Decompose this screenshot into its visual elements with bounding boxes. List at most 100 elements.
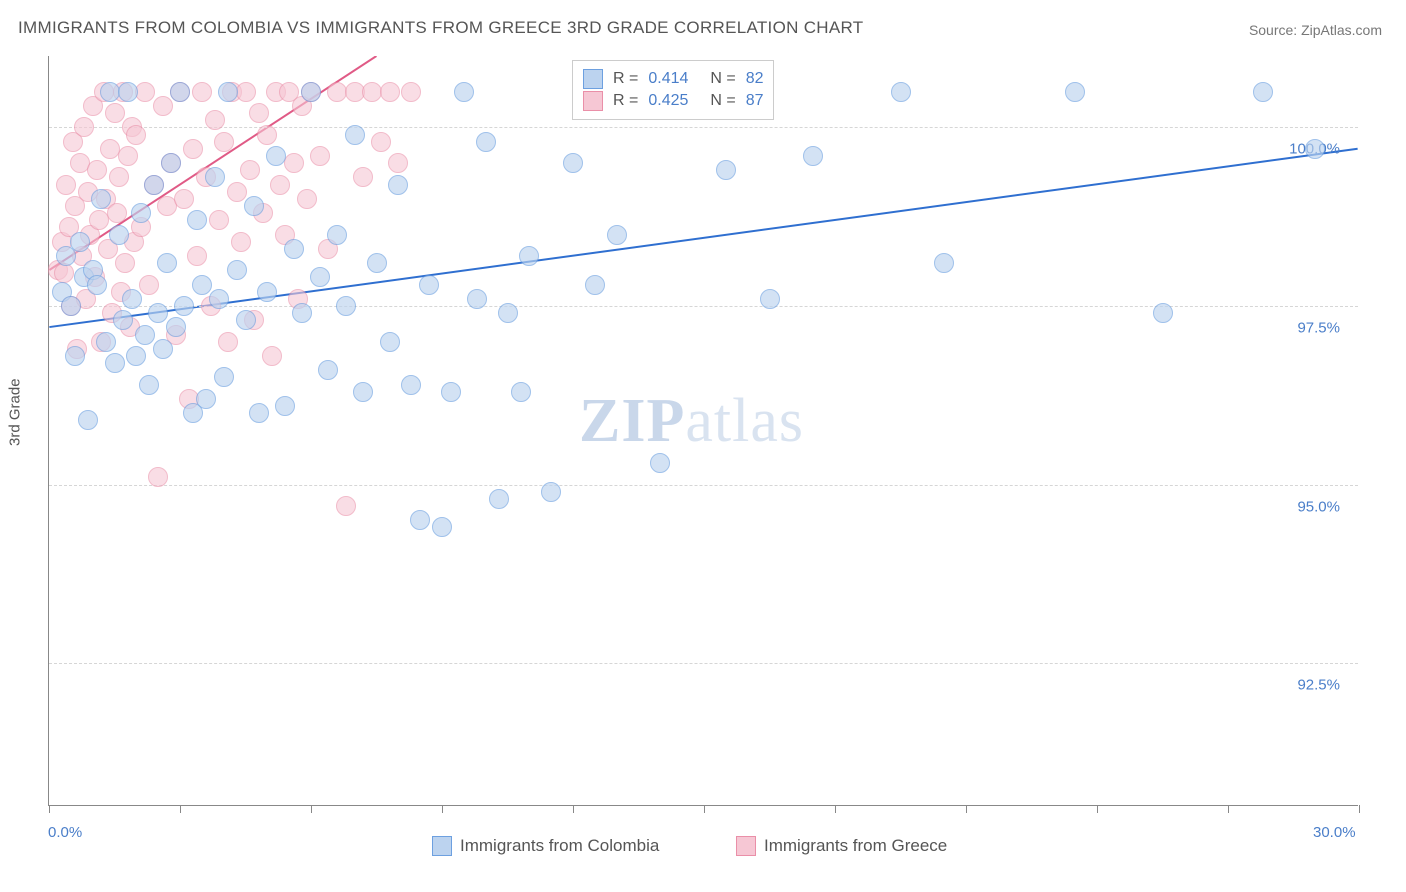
data-point: [318, 360, 338, 380]
legend-swatch: [583, 91, 603, 111]
source-label: Source: ZipAtlas.com: [1249, 22, 1382, 38]
data-point: [126, 125, 146, 145]
n-value: 87: [746, 92, 764, 110]
data-point: [87, 275, 107, 295]
data-point: [353, 167, 373, 187]
legend-label: Immigrants from Colombia: [460, 836, 659, 856]
data-point: [166, 317, 186, 337]
r-value: 0.414: [648, 70, 700, 88]
xtick: [311, 805, 312, 813]
watermark: ZIPatlas: [579, 386, 804, 457]
data-point: [87, 160, 107, 180]
data-point: [371, 132, 391, 152]
data-point: [244, 196, 264, 216]
data-point: [192, 82, 212, 102]
data-point: [249, 403, 269, 423]
data-point: [257, 282, 277, 302]
data-point: [70, 232, 90, 252]
data-point: [148, 303, 168, 323]
legend-stat-row: R =0.414N =82: [583, 69, 763, 89]
data-point: [139, 275, 159, 295]
data-point: [760, 289, 780, 309]
xtick: [573, 805, 574, 813]
data-point: [196, 389, 216, 409]
data-point: [56, 175, 76, 195]
legend-series: Immigrants from Greece: [736, 836, 947, 856]
xtick-label: 30.0%: [1313, 824, 1356, 841]
data-point: [113, 310, 133, 330]
data-point: [205, 110, 225, 130]
data-point: [310, 146, 330, 166]
data-point: [336, 296, 356, 316]
data-point: [441, 382, 461, 402]
data-point: [187, 246, 207, 266]
data-point: [489, 489, 509, 509]
data-point: [454, 82, 474, 102]
data-point: [249, 103, 269, 123]
legend-stats: R =0.414N =82R =0.425N =87: [572, 60, 774, 120]
data-point: [131, 203, 151, 223]
n-label: N =: [710, 70, 735, 88]
data-point: [153, 339, 173, 359]
data-point: [284, 239, 304, 259]
data-point: [218, 332, 238, 352]
data-point: [327, 225, 347, 245]
data-point: [118, 82, 138, 102]
watermark-rest: atlas: [685, 387, 804, 455]
data-point: [467, 289, 487, 309]
data-point: [135, 325, 155, 345]
data-point: [345, 125, 365, 145]
legend-swatch: [432, 836, 452, 856]
data-point: [1153, 303, 1173, 323]
data-point: [275, 396, 295, 416]
ytick-label: 95.0%: [1297, 498, 1340, 515]
xtick: [704, 805, 705, 813]
data-point: [353, 382, 373, 402]
scatter-chart: ZIPatlas 92.5%95.0%97.5%100.0%: [48, 56, 1358, 806]
data-point: [107, 203, 127, 223]
legend-label: Immigrants from Greece: [764, 836, 947, 856]
data-point: [209, 289, 229, 309]
data-point: [214, 367, 234, 387]
xtick-label: 0.0%: [48, 824, 82, 841]
data-point: [96, 332, 116, 352]
chart-title: IMMIGRANTS FROM COLOMBIA VS IMMIGRANTS F…: [18, 18, 863, 38]
data-point: [803, 146, 823, 166]
data-point: [891, 82, 911, 102]
data-point: [476, 132, 496, 152]
data-point: [148, 467, 168, 487]
data-point: [401, 375, 421, 395]
data-point: [1065, 82, 1085, 102]
xtick: [1097, 805, 1098, 813]
data-point: [1305, 139, 1325, 159]
data-point: [511, 382, 531, 402]
data-point: [122, 289, 142, 309]
legend-swatch: [583, 69, 603, 89]
r-value: 0.425: [648, 92, 700, 110]
data-point: [126, 346, 146, 366]
ytick-label: 97.5%: [1297, 320, 1340, 337]
data-point: [310, 267, 330, 287]
data-point: [54, 263, 74, 283]
data-point: [231, 232, 251, 252]
gridline: [49, 663, 1358, 664]
data-point: [367, 253, 387, 273]
data-point: [174, 189, 194, 209]
y-axis-label: 3rd Grade: [7, 378, 24, 446]
data-point: [118, 146, 138, 166]
data-point: [336, 496, 356, 516]
ytick-label: 92.5%: [1297, 677, 1340, 694]
data-point: [78, 410, 98, 430]
r-label: R =: [613, 70, 638, 88]
data-point: [161, 153, 181, 173]
data-point: [157, 253, 177, 273]
data-point: [270, 175, 290, 195]
watermark-bold: ZIP: [579, 387, 685, 455]
data-point: [183, 139, 203, 159]
data-point: [105, 353, 125, 373]
data-point: [388, 153, 408, 173]
data-point: [209, 210, 229, 230]
legend-stat-row: R =0.425N =87: [583, 91, 763, 111]
data-point: [1253, 82, 1273, 102]
data-point: [109, 225, 129, 245]
